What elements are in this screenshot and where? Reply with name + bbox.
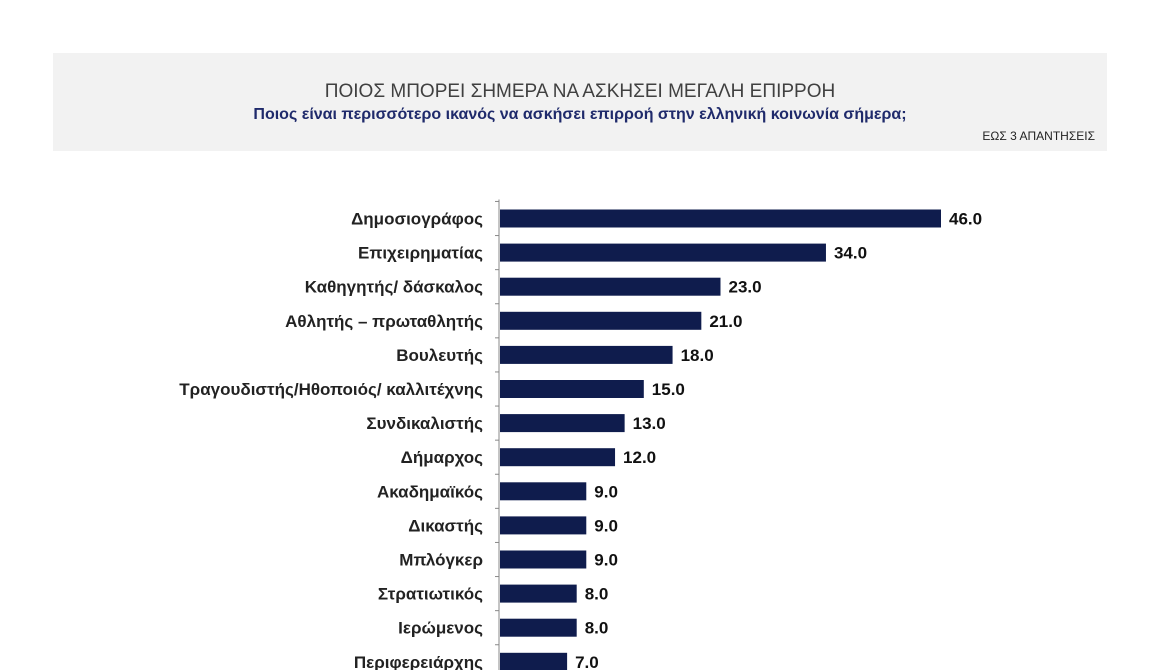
category-label: Συνδικαλιστής xyxy=(366,414,483,433)
category-label: Δήμαρχος xyxy=(401,448,484,467)
bar xyxy=(500,243,826,262)
category-label: Τραγουδιστής/Ηθοποιός/ καλλιτέχνης xyxy=(179,380,483,399)
data-label: 15.0 xyxy=(652,380,685,399)
data-label: 18.0 xyxy=(681,346,714,365)
data-label: 46.0 xyxy=(949,210,982,229)
bar xyxy=(500,448,616,467)
data-label: 23.0 xyxy=(729,278,762,297)
category-label: Ιερώμενος xyxy=(398,619,483,638)
data-label: 9.0 xyxy=(594,482,618,501)
chart-plot-area: Δημοσιογράφος 46.0 Επιχειρηματίας 34.0 Καθηγ… xyxy=(179,199,982,670)
bar xyxy=(500,311,702,330)
chart-subtitle: Ποιος είναι περισσότερο ικανός να ασκήσε… xyxy=(253,106,907,123)
data-label: 13.0 xyxy=(633,414,666,433)
category-label: Μπλόγκερ xyxy=(399,551,483,570)
category-label: Δημοσιογράφος xyxy=(351,210,483,229)
bar xyxy=(500,380,644,398)
category-label: Αθλητής – πρωταθλητής xyxy=(285,312,483,331)
data-label: 12.0 xyxy=(623,448,656,467)
category-label: Καθηγητής/ δάσκαλος xyxy=(305,278,483,297)
category-label: Στρατιωτικός xyxy=(378,585,483,604)
category-label: Δικαστής xyxy=(408,516,483,535)
bar xyxy=(500,482,587,501)
chart-header: ΠΟΙΟΣ ΜΠΟΡΕΙ ΣΗΜΕΡΑ ΝΑ ΑΣΚΗΣΕΙ ΜΕΓΑΛΗ ΕΠ… xyxy=(53,53,1107,151)
category-label: Ακαδημαϊκός xyxy=(377,482,483,501)
data-label: 34.0 xyxy=(834,244,867,263)
category-label: Περιφερειάρχης xyxy=(354,653,483,670)
data-label: 21.0 xyxy=(709,312,742,331)
category-label: Επιχειρηματίας xyxy=(358,244,483,263)
bar xyxy=(500,652,568,670)
bar xyxy=(500,618,577,637)
bar xyxy=(500,277,721,296)
data-label: 9.0 xyxy=(594,516,618,535)
data-label: 8.0 xyxy=(585,619,609,638)
answers-note: ΕΩΣ 3 ΑΠΑΝΤΗΣΕΙΣ xyxy=(982,129,1095,143)
data-label: 8.0 xyxy=(585,585,609,604)
bar xyxy=(500,550,587,569)
category-label: Βουλευτής xyxy=(396,346,483,365)
data-label: 7.0 xyxy=(575,653,599,670)
bar xyxy=(500,345,673,364)
chart-title: ΠΟΙΟΣ ΜΠΟΡΕΙ ΣΗΜΕΡΑ ΝΑ ΑΣΚΗΣΕΙ ΜΕΓΑΛΗ ΕΠ… xyxy=(324,81,836,102)
data-label: 9.0 xyxy=(594,551,618,570)
bar xyxy=(500,209,941,228)
bar xyxy=(500,414,625,433)
bar xyxy=(500,584,577,603)
bar xyxy=(500,516,587,535)
